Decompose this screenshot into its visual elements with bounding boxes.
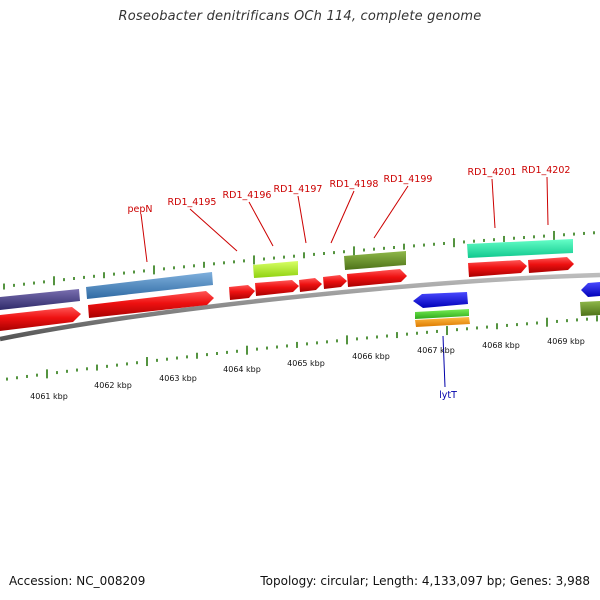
scale-label: 4064 kbp [223,365,261,374]
gene-label-rd1-4198: RD1_4198 [330,179,379,190]
scale-label: 4066 kbp [352,352,390,361]
gene-teal[interactable] [467,239,573,258]
scale-label: 4062 kbp [94,381,132,390]
outer-tick-row [3,230,595,290]
cds-arrow[interactable] [528,257,574,273]
cds-arrow[interactable] [299,278,322,292]
scale-label: 4068 kbp [482,341,520,350]
map-title: Roseobacter denitrificans OCh 114, compl… [118,9,482,24]
gene-label-rd1-4199: RD1_4199 [384,174,433,185]
cds-arrow[interactable] [468,260,527,277]
label-leaders [140,176,549,263]
topology-text: Topology: circular; Length: 4,133,097 bp… [260,574,590,588]
gene-label-rd1-4201: RD1_4201 [468,167,517,178]
gene-steel-blue[interactable] [86,272,213,299]
gene-navy[interactable] [0,289,80,310]
scale-label: 4065 kbp [287,359,325,368]
genome-backbone [0,272,600,342]
scale-label: 4069 kbp [547,337,585,346]
gene-lime[interactable] [253,261,298,278]
gene-label-rd1-4196: RD1_4196 [223,190,272,201]
cds-arrow[interactable] [347,269,407,287]
scale-label: 4067 kbp [417,346,455,355]
gene-label-rd1-4195: RD1_4195 [168,197,217,208]
gene-olive-edge[interactable] [580,301,600,316]
cds-arrow[interactable] [0,307,81,331]
scale-tick-row [6,315,598,381]
gene-label-pepN: pepN [127,204,152,215]
cds-arrow[interactable] [323,275,347,289]
cds-arrow[interactable] [229,285,255,300]
cds-arrow[interactable] [88,291,214,318]
gene-label-lytT: lytT [439,390,457,401]
lytT-leader [442,335,446,388]
gene-orange[interactable] [415,317,470,327]
gene-olive[interactable] [344,251,406,270]
gene-reverse-blue[interactable] [413,292,468,308]
scale-label: 4063 kbp [159,374,197,383]
scale-label: 4061 kbp [30,392,68,401]
accession-text: Accession: NC_008209 [9,574,146,588]
cds-arrow[interactable] [255,280,299,296]
gene-label-rd1-4202: RD1_4202 [522,165,571,176]
gene-label-rd1-4197: RD1_4197 [274,184,323,195]
gene-reverse-blue-edge[interactable] [581,282,600,297]
gene-green[interactable] [415,309,469,319]
